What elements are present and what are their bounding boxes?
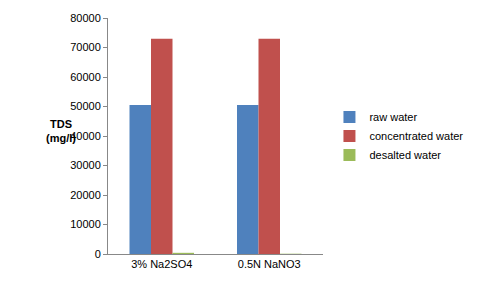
svg-text:20000: 20000 [70,189,101,201]
svg-text:70000: 70000 [70,41,101,53]
svg-text:10000: 10000 [70,218,101,230]
svg-text:TDS(mg/l): TDS(mg/l) [46,118,76,144]
svg-text:3% Na2SO4: 3% Na2SO4 [131,258,192,270]
svg-text:40000: 40000 [70,130,101,142]
svg-text:60000: 60000 [70,71,101,83]
svg-text:50000: 50000 [70,100,101,112]
svg-text:desalted water: desalted water [369,149,441,161]
svg-text:raw water: raw water [369,111,417,123]
svg-text:80000: 80000 [70,12,101,24]
svg-text:concentrated water: concentrated water [369,130,463,142]
svg-text:30000: 30000 [70,159,101,171]
svg-text:0: 0 [95,248,101,260]
svg-text:0.5N NaNO3: 0.5N NaNO3 [238,258,301,270]
